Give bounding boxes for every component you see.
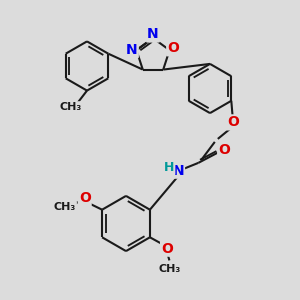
Text: N: N: [126, 43, 138, 57]
Text: O: O: [167, 41, 179, 55]
Text: N: N: [147, 28, 159, 41]
Text: H: H: [164, 161, 174, 174]
Text: CH₃: CH₃: [60, 102, 82, 112]
Text: O: O: [227, 116, 239, 129]
Text: CH₃: CH₃: [54, 202, 76, 212]
Text: O: O: [218, 143, 230, 157]
Text: CH₃: CH₃: [158, 263, 181, 274]
Text: O: O: [161, 242, 173, 256]
Text: N: N: [172, 164, 184, 178]
Text: O: O: [79, 191, 91, 205]
